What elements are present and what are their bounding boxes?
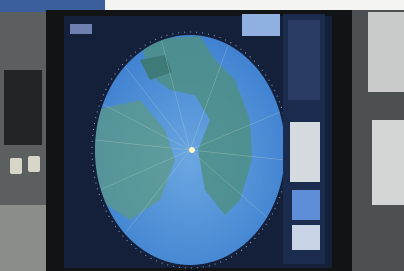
right-screen	[368, 12, 404, 92]
button	[10, 158, 22, 174]
data-box	[292, 225, 320, 250]
radar-center	[189, 147, 195, 153]
page	[0, 0, 404, 271]
button	[28, 156, 40, 172]
data-box	[292, 190, 320, 220]
data-box	[70, 24, 92, 34]
photo	[0, 0, 404, 271]
data-box	[242, 14, 280, 36]
right-screen	[372, 120, 404, 205]
data-box	[290, 122, 320, 182]
left-lower-panel	[0, 205, 48, 271]
top-band	[105, 0, 404, 10]
left-display	[4, 70, 42, 145]
data-box	[288, 20, 320, 100]
